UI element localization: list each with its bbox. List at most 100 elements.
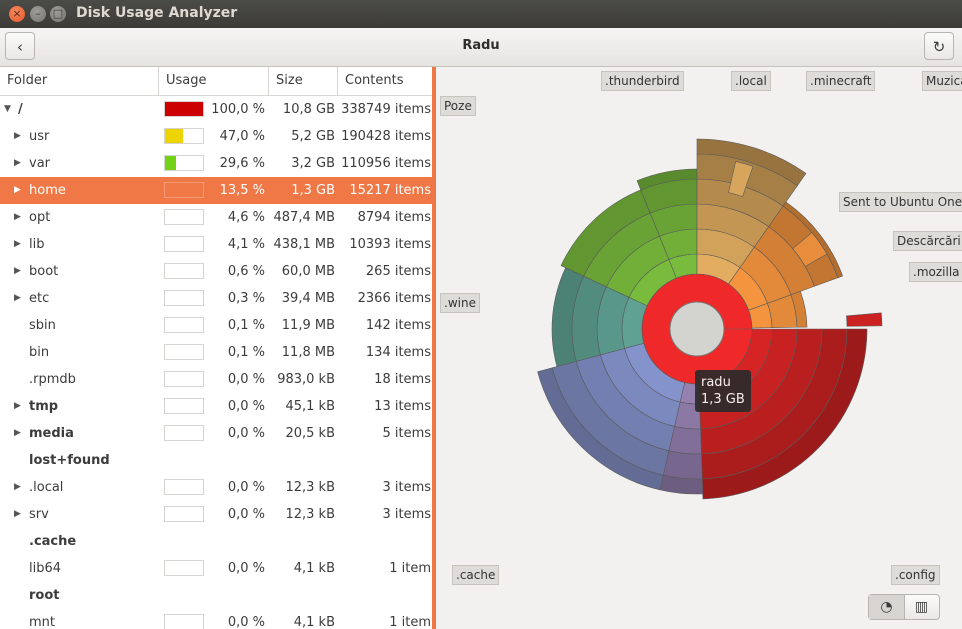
tree-row[interactable]: ▶ lib 4,1 % 438,1 MB 10393 items [0,231,432,258]
tree-row[interactable]: ▶ var 29,6 % 3,2 GB 110956 items [0,150,432,177]
tree-row[interactable]: ▶ home 13,5 % 1,3 GB 15217 items [0,177,432,204]
tree-row[interactable]: ▶ boot 0,6 % 60,0 MB 265 items [0,258,432,285]
pane-splitter[interactable] [432,67,436,629]
tree-row[interactable]: ▼ / 100,0 % 10,8 GB 338749 items [0,96,432,123]
reload-button[interactable]: ↻ [924,32,954,60]
minimize-window-button[interactable]: – [30,6,46,22]
expander-collapsed-icon[interactable]: ▶ [14,293,21,303]
ring-segment[interactable] [790,290,808,328]
folder-contents: 338749 items [341,102,431,117]
folder-size: 487,4 MB [273,210,335,225]
usage-bar [164,506,204,522]
ring-segment[interactable] [792,232,828,267]
usage-bar [164,101,204,117]
tree-row[interactable]: lib64 0,0 % 4,1 kB 1 item [0,555,432,582]
tree-row[interactable]: mnt 0,0 % 4,1 kB 1 item [0,609,432,629]
column-folder[interactable]: Folder [0,67,159,95]
folder-name: .rpmdb [29,372,76,387]
ring-segment[interactable] [782,201,844,279]
chart-label[interactable]: .wine [440,293,480,313]
usage-bar [164,614,204,629]
column-size[interactable]: Size [269,67,338,95]
chart-label[interactable]: .config [891,565,940,585]
folder-size: 4,1 kB [293,615,335,629]
treemap-view-button[interactable]: ▥ [904,595,939,619]
chart-label[interactable]: .thunderbird [601,71,684,91]
ring-segment[interactable] [701,328,868,500]
chart-label[interactable]: .mozilla [909,262,962,282]
tree-row[interactable]: ▶ tmp 0,0 % 45,1 kB 13 items [0,393,432,420]
tree-row[interactable]: ▶ opt 4,6 % 487,4 MB 8794 items [0,204,432,231]
column-usage[interactable]: Usage [159,67,269,95]
tree-row[interactable]: ▶ media 0,0 % 20,5 kB 5 items [0,420,432,447]
usage-percent: 0,3 % [227,291,265,306]
expander-collapsed-icon[interactable]: ▶ [14,266,21,276]
folder-contents: 2366 items [357,291,431,306]
ring-segment[interactable] [696,138,807,187]
tree-row[interactable]: bin 0,1 % 11,8 MB 134 items [0,339,432,366]
tree-row[interactable]: ▶ .local 0,0 % 12,3 kB 3 items [0,474,432,501]
ring-center[interactable] [669,301,725,357]
ring-segment[interactable] [537,367,664,491]
usage-percent: 100,0 % [211,102,265,117]
folder-name: lib [29,237,45,252]
tree-row[interactable]: ▶ srv 0,0 % 12,3 kB 3 items [0,501,432,528]
chart-label[interactable]: Poze [440,96,476,116]
ring-chart-icon: ◔ [880,599,893,615]
ring-chart-pane[interactable]: .thunderbird .local .minecraft Muzica Po… [436,67,962,629]
tree-row[interactable]: ▶ usr 47,0 % 5,2 GB 190428 items [0,123,432,150]
close-window-button[interactable]: × [9,6,25,22]
tree-row[interactable]: .rpmdb 0,0 % 983,0 kB 18 items [0,366,432,393]
chart-label[interactable]: .local [731,71,771,91]
ring-segment[interactable] [846,312,883,327]
expander-collapsed-icon[interactable]: ▶ [14,482,21,492]
back-button[interactable]: ‹ [5,32,35,60]
folder-name: media [29,426,74,441]
usage-percent [205,582,265,609]
chart-label[interactable]: .cache [452,565,500,585]
folder-contents: 1 item [389,615,431,629]
expander-expanded-icon[interactable]: ▼ [4,104,11,114]
ring-chart[interactable] [436,67,962,629]
folder-name: home [29,183,66,198]
expander-collapsed-icon[interactable]: ▶ [14,185,21,195]
chart-label[interactable]: .minecraft [806,71,876,91]
maximize-window-button[interactable]: □ [50,6,66,22]
expander-collapsed-icon[interactable]: ▶ [14,239,21,249]
expander-collapsed-icon[interactable]: ▶ [14,131,21,141]
expander-collapsed-icon[interactable]: ▶ [14,509,21,519]
chart-label[interactable]: Descărcări [893,231,962,251]
folder-name: etc [29,291,50,306]
tree-row[interactable]: sbin 0,1 % 11,9 MB 142 items [0,312,432,339]
folder-tree[interactable]: Folder Usage Size Contents ▼ / 100,0 % 10,8… [0,67,432,629]
folder-size: 4,1 kB [293,561,335,576]
usage-percent: 47,0 % [219,129,265,144]
folder-contents: 190428 items [341,129,431,144]
ring-segment[interactable] [728,161,754,198]
usage-percent: 0,1 % [227,345,265,360]
tree-row[interactable]: .cache [0,528,432,555]
usage-bar-fill [165,156,177,170]
ring-segment[interactable] [662,450,703,480]
expander-collapsed-icon[interactable]: ▶ [14,428,21,438]
tree-row[interactable]: lost+found [0,447,432,474]
column-contents[interactable]: Contents [345,73,404,88]
column-header: Folder Usage Size Contents [0,67,432,96]
folder-size: 983,0 kB [277,372,335,387]
chart-label[interactable]: Sent to Ubuntu One [839,192,962,212]
usage-bar [164,182,204,198]
tree-row[interactable]: ▶ etc 0,3 % 39,4 MB 2366 items [0,285,432,312]
window-title: Disk Usage Analyzer [76,5,238,21]
usage-percent: 4,1 % [227,237,265,252]
expander-collapsed-icon[interactable]: ▶ [14,212,21,222]
tree-row[interactable]: root [0,582,432,609]
expander-collapsed-icon[interactable]: ▶ [14,401,21,411]
folder-contents: 5 items [382,426,431,441]
folder-contents: 18 items [374,372,431,387]
ring-chart-view-button[interactable]: ◔ [869,595,905,619]
chart-label[interactable]: Muzica [922,71,962,91]
folder-name: lost+found [29,453,110,468]
usage-percent: 0,0 % [227,399,265,414]
expander-collapsed-icon[interactable]: ▶ [14,158,21,168]
folder-name: opt [29,210,51,225]
